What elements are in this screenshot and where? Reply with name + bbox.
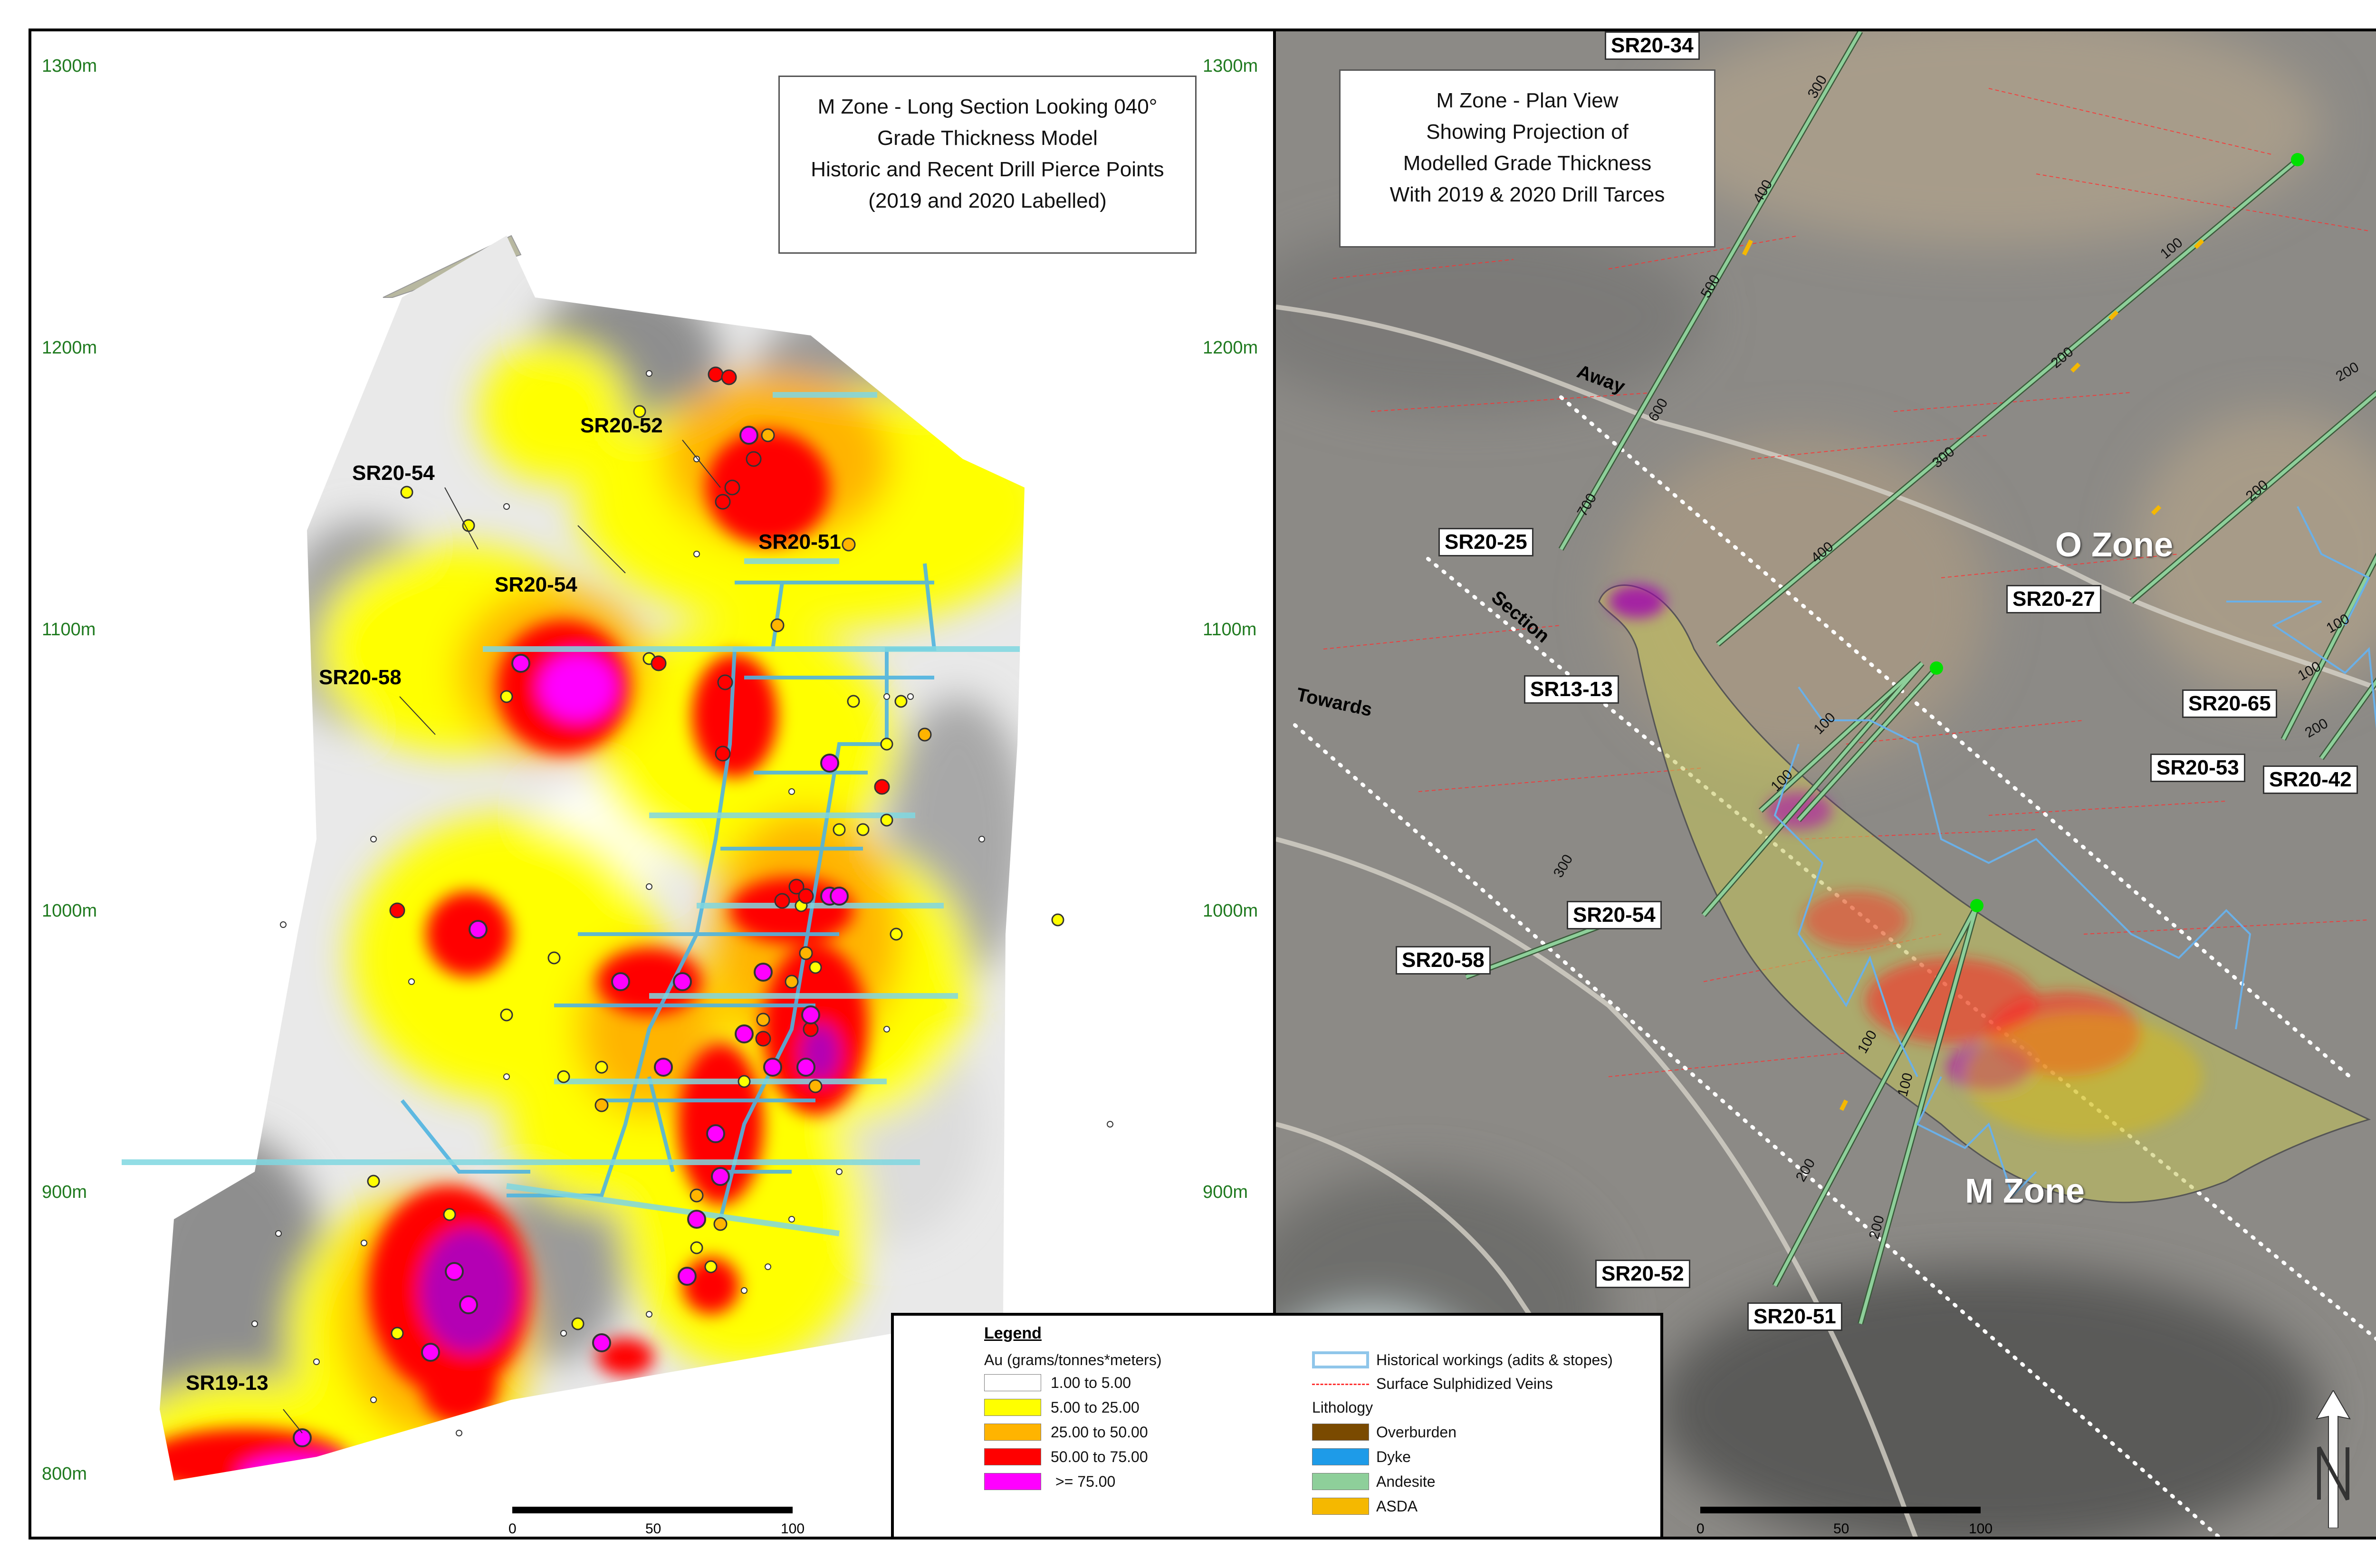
elevation-label-1200: 1200m xyxy=(42,338,97,358)
legend: Legend Au (grams/tonnes*meters) 1.00 to … xyxy=(891,1313,1663,1539)
hole-label-sr13-13: SR13-13 xyxy=(1524,675,1619,704)
legend-swatch-grade-2 xyxy=(984,1399,1041,1416)
scale-tick: 50 xyxy=(1833,1521,1849,1537)
hole-label-sr20-65: SR20-65 xyxy=(2182,689,2277,718)
grade-model xyxy=(160,236,1025,1481)
hole-label-sr20-42: SR20-42 xyxy=(2263,765,2358,794)
hole-label-sr20-52: SR20-52 xyxy=(1595,1260,1690,1288)
historical-workings-plan xyxy=(1773,506,2376,1197)
legend-label-andesite: Andesite xyxy=(1376,1473,1436,1490)
hole-label-sr20-51: SR20-51 xyxy=(758,530,841,554)
title-line: M Zone - Long Section Looking 040° xyxy=(817,95,1158,118)
collar-markers xyxy=(1930,153,2304,912)
hole-label-sr20-54-lower: SR20-54 xyxy=(495,573,577,596)
legend-label-grade-5: >= 75.00 xyxy=(1055,1473,1116,1490)
plan-view-title: M Zone - Plan View Showing Projection of… xyxy=(1339,69,1715,248)
legend-label-workings: Historical workings (adits & stopes) xyxy=(1376,1351,1613,1368)
hole-label-sr20-54: SR20-54 xyxy=(1567,901,1662,929)
long-section-panel: 1300m 1200m 1100m 1000m 900m 800m 1300m … xyxy=(29,29,1276,1539)
pierce-points-orange xyxy=(594,428,932,1231)
hole-label-sr20-54-upper: SR20-54 xyxy=(352,461,435,485)
scale-tick: 100 xyxy=(781,1521,805,1537)
legend-swatch-grade-4 xyxy=(984,1448,1041,1465)
legend-swatch-workings xyxy=(1312,1351,1369,1368)
legend-swatch-veins xyxy=(1312,1384,1369,1385)
hole-label-sr19-13: SR19-13 xyxy=(186,1371,268,1395)
elevation-label-1000: 1000m xyxy=(42,901,97,921)
hole-label-sr20-25: SR20-25 xyxy=(1438,528,1533,556)
north-arrow-icon xyxy=(2316,1390,2351,1528)
elevation-label-1000-right: 1000m xyxy=(1203,901,1258,921)
scale-tick: 100 xyxy=(1969,1521,1993,1537)
hole-label-sr20-34: SR20-34 xyxy=(1605,31,1700,60)
hole-label-sr20-27: SR20-27 xyxy=(2006,585,2101,613)
pierce-points-small xyxy=(251,370,1113,1436)
elevation-label-1100-right: 1100m xyxy=(1203,620,1257,640)
title-line: M Zone - Plan View xyxy=(1436,89,1619,112)
elevation-label-800: 800m xyxy=(42,1464,87,1484)
scale-bar-line xyxy=(1700,1507,1981,1513)
elevation-label-900: 900m xyxy=(42,1182,87,1202)
legend-label-overburden: Overburden xyxy=(1376,1424,1456,1441)
plan-view-panel: M Zone - Plan View Showing Projection of… xyxy=(1273,29,2376,1539)
drill-traces xyxy=(122,392,1020,1236)
legend-label-asda: ASDA xyxy=(1376,1498,1418,1515)
legend-label-grade-4: 50.00 to 75.00 xyxy=(1051,1448,1148,1465)
title-line: Modelled Grade Thickness xyxy=(1403,152,1652,175)
legend-label-grade-2: 5.00 to 25.00 xyxy=(1051,1399,1140,1416)
pierce-points-red xyxy=(389,366,890,1047)
scale-bar-line xyxy=(512,1507,793,1513)
surface-veins xyxy=(1323,88,2369,1077)
hole-label-sr20-58: SR20-58 xyxy=(319,666,402,689)
legend-label-grade-1: 1.00 to 5.00 xyxy=(1051,1374,1131,1391)
legend-swatch-grade-5 xyxy=(984,1473,1041,1490)
legend-swatch-grade-3 xyxy=(984,1424,1041,1441)
scale-tick: 0 xyxy=(1696,1521,1705,1537)
legend-label-grade-3: 25.00 to 50.00 xyxy=(1051,1424,1148,1441)
title-line: Grade Thickness Model xyxy=(877,126,1098,150)
elevation-label-1200-right: 1200m xyxy=(1203,338,1258,358)
legend-label-dyke: Dyke xyxy=(1376,1448,1411,1465)
elevation-label-1300-right: 1300m xyxy=(1203,56,1258,76)
legend-label-veins: Surface Sulphidized Veins xyxy=(1376,1375,1553,1392)
legend-swatch-andesite xyxy=(1312,1473,1369,1490)
title-line: With 2019 & 2020 Drill Tarces xyxy=(1389,183,1665,206)
hole-label-sr20-51: SR20-51 xyxy=(1747,1302,1842,1331)
elevation-label-900-right: 900m xyxy=(1203,1182,1248,1202)
pierce-points-magenta xyxy=(293,426,849,1447)
hole-label-sr20-58: SR20-58 xyxy=(1396,946,1491,975)
legend-swatch-asda xyxy=(1312,1498,1369,1515)
legend-lithology-heading: Lithology xyxy=(1312,1399,1373,1416)
legend-swatch-grade-1 xyxy=(984,1374,1041,1391)
long-section-title: M Zone - Long Section Looking 040° Grade… xyxy=(778,76,1197,254)
hole-label-sr20-52: SR20-52 xyxy=(580,414,663,437)
zone-label-m: M Zone xyxy=(1965,1172,2085,1210)
legend-au-heading: Au (grams/tonnes*meters) xyxy=(984,1351,1162,1368)
legend-swatch-overburden xyxy=(1312,1424,1369,1441)
title-line: Historic and Recent Drill Pierce Points xyxy=(811,158,1164,181)
zone-label-o: O Zone xyxy=(2055,526,2173,564)
elevation-label-1100: 1100m xyxy=(42,620,96,640)
long-section-map xyxy=(122,235,1113,1481)
pierce-points-yellow xyxy=(367,405,1064,1340)
asda-intervals xyxy=(1742,239,2204,1111)
scale-tick: 50 xyxy=(645,1521,661,1537)
hole-label-sr20-53: SR20-53 xyxy=(2150,754,2245,782)
scale-tick: 0 xyxy=(508,1521,517,1537)
title-line: Showing Projection of xyxy=(1426,120,1629,143)
elevation-label-1300: 1300m xyxy=(42,56,97,76)
plan-view-map xyxy=(1276,31,2376,1537)
legend-title: Legend xyxy=(984,1324,1042,1342)
title-line: (2019 and 2020 Labelled) xyxy=(868,189,1107,212)
legend-swatch-dyke xyxy=(1312,1448,1369,1465)
